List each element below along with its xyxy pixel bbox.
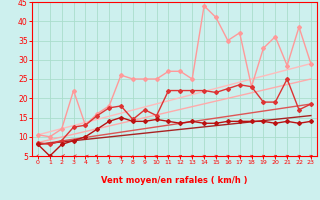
X-axis label: Vent moyen/en rafales ( km/h ): Vent moyen/en rafales ( km/h )	[101, 176, 248, 185]
